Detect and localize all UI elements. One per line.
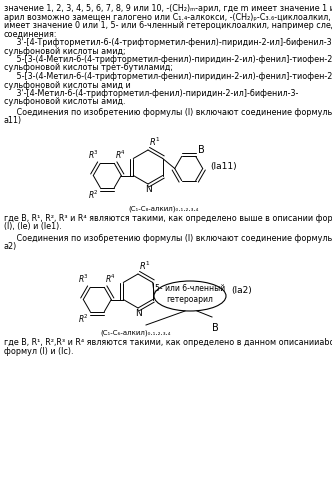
Text: где B, R¹, R²,R³ и R⁴ являются такими, как определено в данном описанииabove for: где B, R¹, R²,R³ и R⁴ являются такими, к… <box>4 338 332 347</box>
Text: N: N <box>145 184 151 194</box>
Text: (Iа11): (Iа11) <box>211 162 237 172</box>
Text: сульфоновой кислоты амид и: сульфоновой кислоты амид и <box>4 80 131 90</box>
Text: 3'-[4-Трифторметил-6-(4-трифторметил-фенил)-пиридин-2-ил]-бифенил-3-: 3'-[4-Трифторметил-6-(4-трифторметил-фен… <box>4 38 332 47</box>
Text: $R^3$: $R^3$ <box>88 149 99 162</box>
Text: арил возможно замещен галогено или C₁.₄-алкокси, -(CH₂)ₚ-C₃.₆-циклоалкил, где  р: арил возможно замещен галогено или C₁.₄-… <box>4 12 332 22</box>
Text: Соединения по изобретению формулы (I) включают соединение формулы (I-: Соединения по изобретению формулы (I) вк… <box>4 234 332 243</box>
Text: сульфоновой кислоты трет-бутиламид;: сульфоновой кислоты трет-бутиламид; <box>4 64 173 72</box>
Text: (C₁-C₆-алкил)₀.₁.₂.₃.₄: (C₁-C₆-алкил)₀.₁.₂.₃.₄ <box>101 330 171 336</box>
Text: $R^1$: $R^1$ <box>139 260 151 272</box>
Text: сульфоновой кислоты амид;: сульфоновой кислоты амид; <box>4 46 125 56</box>
Text: $R^4$: $R^4$ <box>115 149 126 162</box>
Text: (Iа2): (Iа2) <box>231 286 252 296</box>
Text: формул (I) и (Ic).: формул (I) и (Ic). <box>4 346 73 356</box>
Text: 3'-[4-Метил-6-(4-трифторметил-фенил)-пиридин-2-ил]-бифенил-3-: 3'-[4-Метил-6-(4-трифторметил-фенил)-пир… <box>4 89 298 98</box>
Text: $R^3$: $R^3$ <box>78 273 89 285</box>
Text: $R^2$: $R^2$ <box>88 188 99 201</box>
Text: $R^4$: $R^4$ <box>105 273 116 285</box>
Text: N: N <box>134 308 141 318</box>
Text: а11): а11) <box>4 116 22 126</box>
Text: B: B <box>211 323 218 333</box>
Text: (I), (Iе) и (Iе1).: (I), (Iе) и (Iе1). <box>4 222 62 232</box>
Text: $R^2$: $R^2$ <box>78 312 89 325</box>
Text: 5- или 6-членный
гетероарил: 5- или 6-членный гетероарил <box>155 284 225 304</box>
Text: соединения:: соединения: <box>4 30 57 38</box>
Text: 5-[3-(4-Метил-6-(4-трифторметил-фенил)-пиридин-2-ил)-фенил]-тиофен-2-: 5-[3-(4-Метил-6-(4-трифторметил-фенил)-п… <box>4 55 332 64</box>
Text: где B, R¹, R², R³ и R⁴ являются такими, как определено выше в описании формул: где B, R¹, R², R³ и R⁴ являются такими, … <box>4 214 332 223</box>
Text: 5-[3-(4-Метил-6-(4-трифторметил-фенил)-пиридин-2-ил)-фенил]-тиофен-2-: 5-[3-(4-Метил-6-(4-трифторметил-фенил)-п… <box>4 72 332 81</box>
Text: значение 1, 2, 3, 4, 5, 6, 7, 8, 9 или 10, -(CH₂)ₘ-арил, где m имеет значение 1 : значение 1, 2, 3, 4, 5, 6, 7, 8, 9 или 1… <box>4 4 332 13</box>
Text: (C₁-C₈-алкил)₀.₁.₂.₃.₄: (C₁-C₈-алкил)₀.₁.₂.₃.₄ <box>128 206 199 212</box>
Text: Соединения по изобретению формулы (I) включают соединение формулы (I-: Соединения по изобретению формулы (I) вк… <box>4 108 332 117</box>
Text: $R^1$: $R^1$ <box>149 136 161 148</box>
Text: имеет значение 0 или 1, 5- или 6-членный гетероциклоалкил, например следующие: имеет значение 0 или 1, 5- или 6-членный… <box>4 21 332 30</box>
Text: а2): а2) <box>4 242 17 252</box>
Text: B: B <box>198 146 205 156</box>
Text: сульфоновой кислоты амид.: сульфоновой кислоты амид. <box>4 98 125 106</box>
